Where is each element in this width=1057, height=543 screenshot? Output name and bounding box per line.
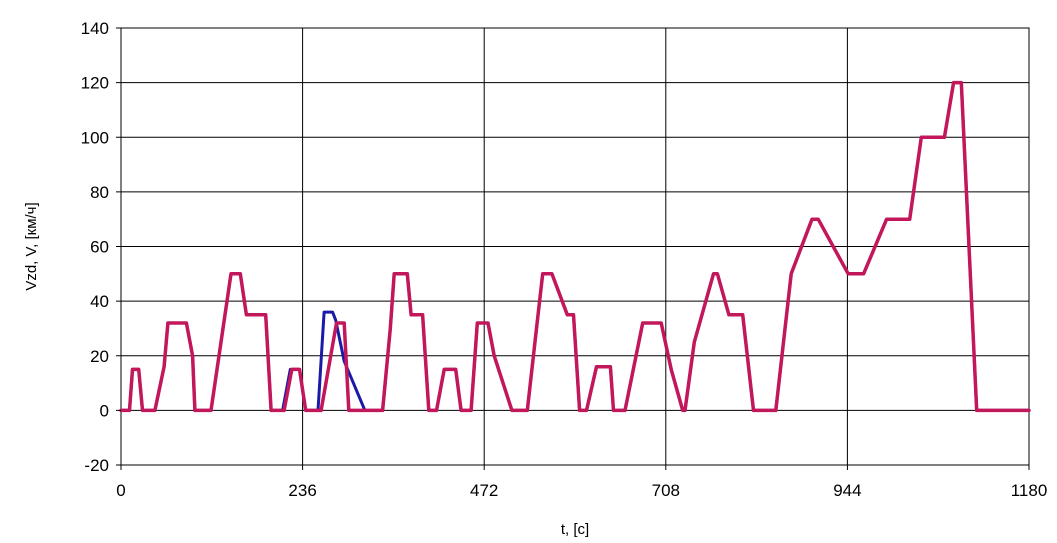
x-axis-label: t, [c]: [561, 521, 589, 538]
x-tick-label: 0: [116, 481, 125, 500]
y-tick-label: 20: [90, 347, 109, 366]
y-tick-label: 60: [90, 238, 109, 257]
y-tick-label: 80: [90, 183, 109, 202]
y-tick-label: 120: [81, 74, 109, 93]
series-line-vzd: [119, 80, 1031, 413]
y-axis-ticks: -20 0 20 40 60 80 100 120 140: [81, 19, 121, 475]
y-tick-label: 40: [90, 292, 109, 311]
x-tick-label: 708: [652, 481, 680, 500]
y-tick-label: 100: [81, 128, 109, 147]
series-group: [119, 80, 1031, 413]
grid: [120, 27, 1030, 466]
y-tick-label: 0: [100, 401, 109, 420]
x-tick-label: 944: [833, 481, 861, 500]
x-axis-ticks: 0 236 472 708 944 1180: [116, 465, 1047, 500]
y-tick-label: -20: [84, 456, 109, 475]
x-tick-label: 472: [470, 481, 498, 500]
x-tick-label: 236: [288, 481, 316, 500]
y-tick-label: 140: [81, 19, 109, 38]
y-axis-label: Vzd, V, [км/ч]: [23, 202, 40, 290]
x-tick-label: 1180: [1011, 481, 1048, 500]
